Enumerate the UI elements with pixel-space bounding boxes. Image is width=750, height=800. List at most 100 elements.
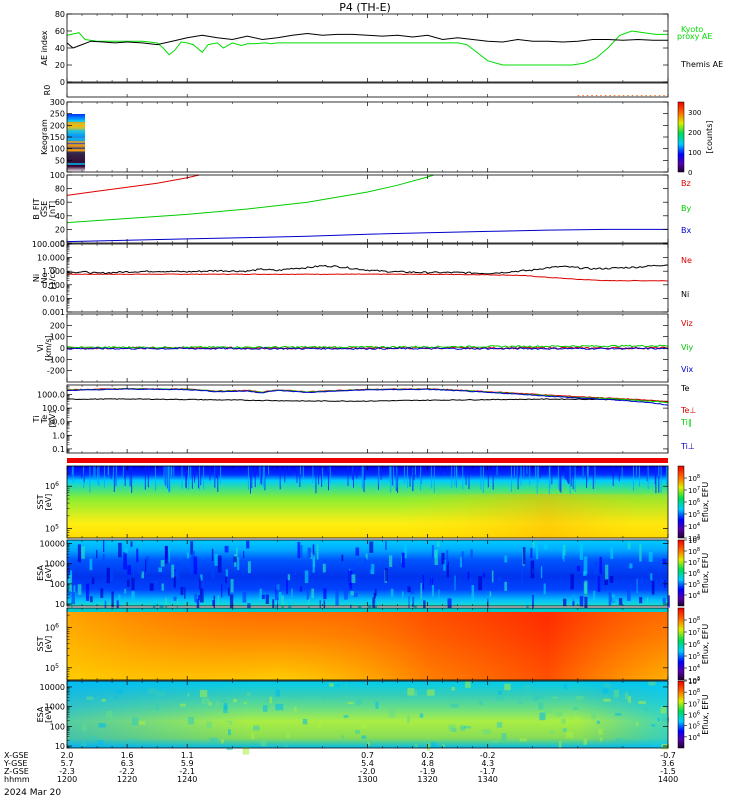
spectrogram-texture <box>562 728 567 733</box>
spectrogram-texture <box>639 543 642 562</box>
spectrogram-texture <box>89 466 91 493</box>
colorbar-label-esa_e: Eflux, EFU <box>701 553 710 594</box>
spectrogram-texture <box>375 701 379 709</box>
spectrogram-texture <box>165 598 168 612</box>
spectrogram-texture <box>572 593 575 602</box>
spectrogram-texture <box>529 466 531 485</box>
spectrogram-texture <box>116 600 119 611</box>
spectrogram-texture <box>390 466 392 480</box>
footer-value: 0.2 <box>421 751 434 760</box>
ylabel-bfit: [nT] <box>48 201 57 217</box>
ytick-label-ti: 1000.0 <box>37 391 65 400</box>
spectrogram-texture <box>391 466 393 486</box>
footer-value: -1.9 <box>420 767 436 776</box>
spectrogram-texture <box>420 583 423 599</box>
spectrogram-texture <box>198 466 200 490</box>
spectrogram-texture <box>462 466 464 490</box>
spectrogram-texture <box>482 729 491 735</box>
spectrogram-texture <box>569 466 571 494</box>
spectrogram-texture <box>173 569 176 588</box>
keogram-texture <box>67 119 86 122</box>
spectrogram-texture <box>267 466 269 475</box>
spectrogram-texture <box>523 684 531 693</box>
colorbar-tick-label: 108 <box>688 474 700 483</box>
series-ti-Te <box>67 398 669 403</box>
spectrogram-texture <box>246 692 251 696</box>
colorbar-tick-label: 0 <box>688 169 692 177</box>
colorbar-tick-label: 107 <box>688 628 700 637</box>
keogram-texture <box>67 124 86 127</box>
spectrogram-texture <box>209 466 211 481</box>
spectrogram-texture <box>658 466 660 477</box>
ytick-label-esa_i: 10000 <box>40 683 65 692</box>
spectrogram-texture <box>507 738 514 742</box>
spectrogram-texture <box>450 703 459 708</box>
spectrogram-texture <box>161 583 164 591</box>
spectrogram-texture <box>131 577 135 591</box>
spectrogram-texture <box>591 711 597 720</box>
spectrogram-texture <box>565 466 567 481</box>
series-ni-Ne <box>66 273 669 282</box>
footer-value: 1200 <box>57 775 77 784</box>
spectrogram-texture <box>598 728 603 735</box>
spectrogram-texture <box>206 721 213 729</box>
ytick-label-keogram: 150 <box>50 133 65 142</box>
spectrogram-texture <box>609 576 614 583</box>
spectrogram-texture <box>612 466 614 486</box>
spectrogram-texture <box>72 466 74 483</box>
spectrogram-texture <box>532 540 536 548</box>
spectrogram-texture <box>518 701 523 704</box>
spectrogram-texture <box>98 466 100 486</box>
spectrogram-texture <box>604 579 608 585</box>
spectrogram-texture <box>658 466 660 493</box>
spectrogram-texture <box>446 561 449 578</box>
spectrogram-texture <box>111 591 114 608</box>
spectrogram-texture <box>141 571 144 579</box>
colorbar-label-sst_i: Eflux, EFU <box>701 624 710 665</box>
spectrogram-texture <box>565 731 574 738</box>
spectrogram-texture <box>101 698 106 702</box>
spectrogram-texture <box>200 466 202 486</box>
spectrogram-texture <box>454 575 456 591</box>
spectrogram-texture <box>360 724 367 729</box>
spectrogram-texture <box>413 466 415 481</box>
spectrogram-texture <box>223 702 228 710</box>
spectrogram-texture <box>593 590 596 603</box>
footer-label-ZGSE: Z-GSE <box>4 767 29 776</box>
spectrogram-texture <box>367 599 372 614</box>
spectrogram-texture <box>401 591 404 598</box>
spectrogram-texture <box>650 573 653 581</box>
spectrogram-texture <box>180 586 184 595</box>
spectrogram-texture <box>579 543 583 560</box>
colorbar-tick-label: 108 <box>688 616 700 625</box>
ytick-label-sst_i: 105 <box>45 663 59 673</box>
spectrogram-texture <box>564 466 566 479</box>
spectrogram-texture <box>90 596 93 603</box>
spectrogram-texture <box>639 466 641 487</box>
spectrogram-texture <box>322 693 328 700</box>
keogram-texture <box>67 162 86 165</box>
spectrogram-texture <box>576 696 584 700</box>
series-bfit-Bx <box>66 228 668 243</box>
spectrogram-texture <box>574 716 579 721</box>
spectrogram-texture <box>324 559 327 567</box>
spectrogram-texture <box>341 554 344 562</box>
frame-esa_e <box>66 539 669 607</box>
spectrogram-texture <box>268 466 270 475</box>
spectrogram-texture <box>496 466 498 476</box>
spectrogram-texture <box>115 466 117 487</box>
spectrogram-texture <box>570 573 574 590</box>
spectrogram-texture <box>193 556 198 575</box>
spectrogram-texture <box>221 583 223 598</box>
footer-value: 4.3 <box>481 759 494 768</box>
colorbar-label-sst_e: Eflux, EFU <box>701 482 710 523</box>
series-ti-Ti <box>66 388 669 404</box>
spectrogram-texture <box>294 706 297 713</box>
spectrogram-texture <box>443 688 449 691</box>
spectrogram-texture <box>621 466 623 479</box>
spectrogram-texture <box>311 588 315 599</box>
series-ae-KyotoproxyAE <box>66 30 668 66</box>
spectrogram-texture <box>246 540 250 549</box>
spectrogram-texture <box>562 598 567 607</box>
spectrogram-texture <box>68 575 73 592</box>
